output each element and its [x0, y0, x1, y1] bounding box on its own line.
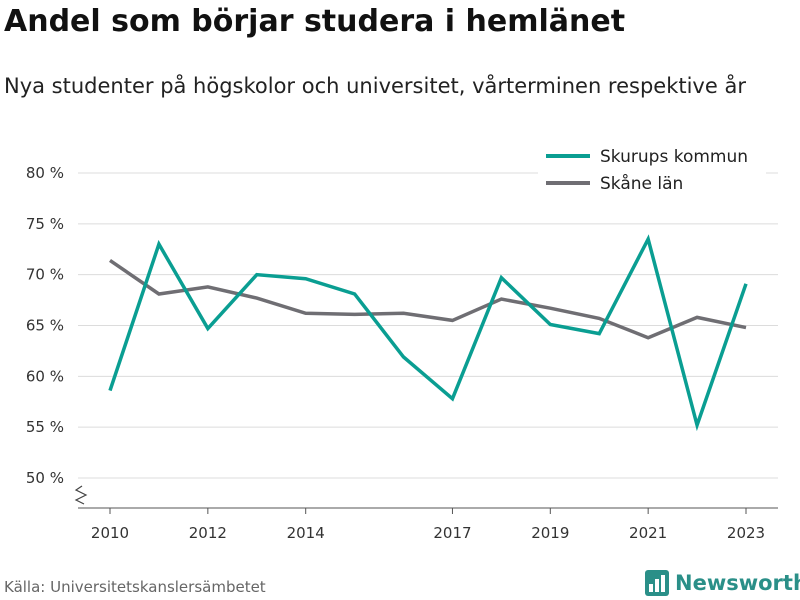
x-tick-label: 2017: [433, 524, 471, 542]
series-line: [108, 234, 748, 432]
y-tick-label: 65 %: [26, 317, 64, 335]
x-tick-label: 2023: [727, 524, 765, 542]
y-tick-label: 50 %: [26, 469, 64, 487]
bar-chart-icon: [645, 570, 669, 596]
source-note: Källa: Universitetskanslersämbetet: [4, 578, 266, 596]
series-lines: [108, 234, 748, 432]
legend-label: Skåne län: [600, 173, 683, 194]
y-axis-ticks: 50 % 55 % 60 % 65 % 70 % 75 % 80 %: [26, 164, 64, 487]
chart-subtitle: Nya studenter på högskolor och universit…: [4, 74, 746, 98]
y-tick-label: 80 %: [26, 164, 64, 182]
legend-background: [538, 142, 766, 200]
y-tick-label: 55 %: [26, 418, 64, 436]
y-tick-label: 75 %: [26, 215, 64, 233]
chart-title: Andel som börjar studera i hemlänet: [4, 4, 626, 39]
y-tick-label: 60 %: [26, 367, 64, 385]
x-tick-label: 2021: [629, 524, 667, 542]
x-tick-label: 2019: [531, 524, 569, 542]
y-tick-label: 70 %: [26, 266, 64, 284]
x-tick-label: 2012: [189, 524, 227, 542]
series-line: [109, 258, 747, 340]
legend: Skurups kommun Skåne län: [538, 142, 766, 200]
x-tick-label: 2010: [91, 524, 129, 542]
x-tick-label: 2014: [287, 524, 325, 542]
brand-name: Newsworthy: [675, 571, 800, 595]
legend-label: Skurups kommun: [600, 147, 748, 167]
x-axis: 2010 2012 2014 2017 2019 2021 2023: [74, 485, 778, 542]
axis-break-mark: [74, 485, 88, 505]
brand-logo: Newsworthy: [645, 568, 800, 598]
